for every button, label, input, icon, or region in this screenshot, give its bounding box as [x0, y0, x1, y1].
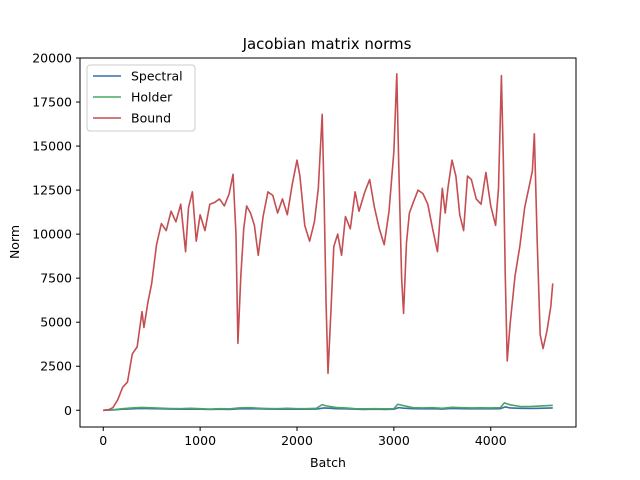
- series-layer: [103, 73, 554, 412]
- series-line-bound: [103, 73, 554, 412]
- legend-label-bound: Bound: [131, 111, 171, 126]
- y-tick-label: 2500: [40, 359, 72, 374]
- legend-box: [86, 64, 196, 132]
- x-tick-label: 0: [99, 433, 107, 448]
- y-tick-label: 17500: [32, 95, 72, 110]
- x-tick-label: 2000: [281, 433, 313, 448]
- legend-label-holder: Holder: [131, 90, 173, 105]
- y-tick-label: 7500: [40, 271, 72, 286]
- y-tick-label: 15000: [32, 139, 72, 154]
- series-line-holder: [103, 402, 553, 412]
- x-axis-label: Batch: [310, 455, 346, 470]
- x-tick-label: 3000: [378, 433, 410, 448]
- x-axis: 0 1000 2000 3000 4000: [99, 427, 507, 448]
- y-axis-label: Norm: [7, 225, 22, 259]
- legend: Spectral Holder Bound: [86, 64, 196, 132]
- y-tick-label: 12500: [32, 183, 72, 198]
- legend-items: Spectral Holder Bound: [93, 69, 183, 126]
- axes-frame: [79, 57, 577, 428]
- y-axis: 0 2500 5000 7500 10000 12500 15000 17500 20000: [32, 51, 80, 418]
- x-tick-label: 1000: [184, 433, 216, 448]
- y-tick-label: 0: [64, 403, 72, 418]
- x-tick-label: 4000: [475, 433, 507, 448]
- y-tick-label: 5000: [40, 315, 72, 330]
- y-tick-label: 20000: [32, 51, 72, 66]
- chart-title: Jacobian matrix norms: [242, 35, 412, 53]
- legend-label-spectral: Spectral: [131, 69, 183, 84]
- y-tick-label: 10000: [32, 227, 72, 242]
